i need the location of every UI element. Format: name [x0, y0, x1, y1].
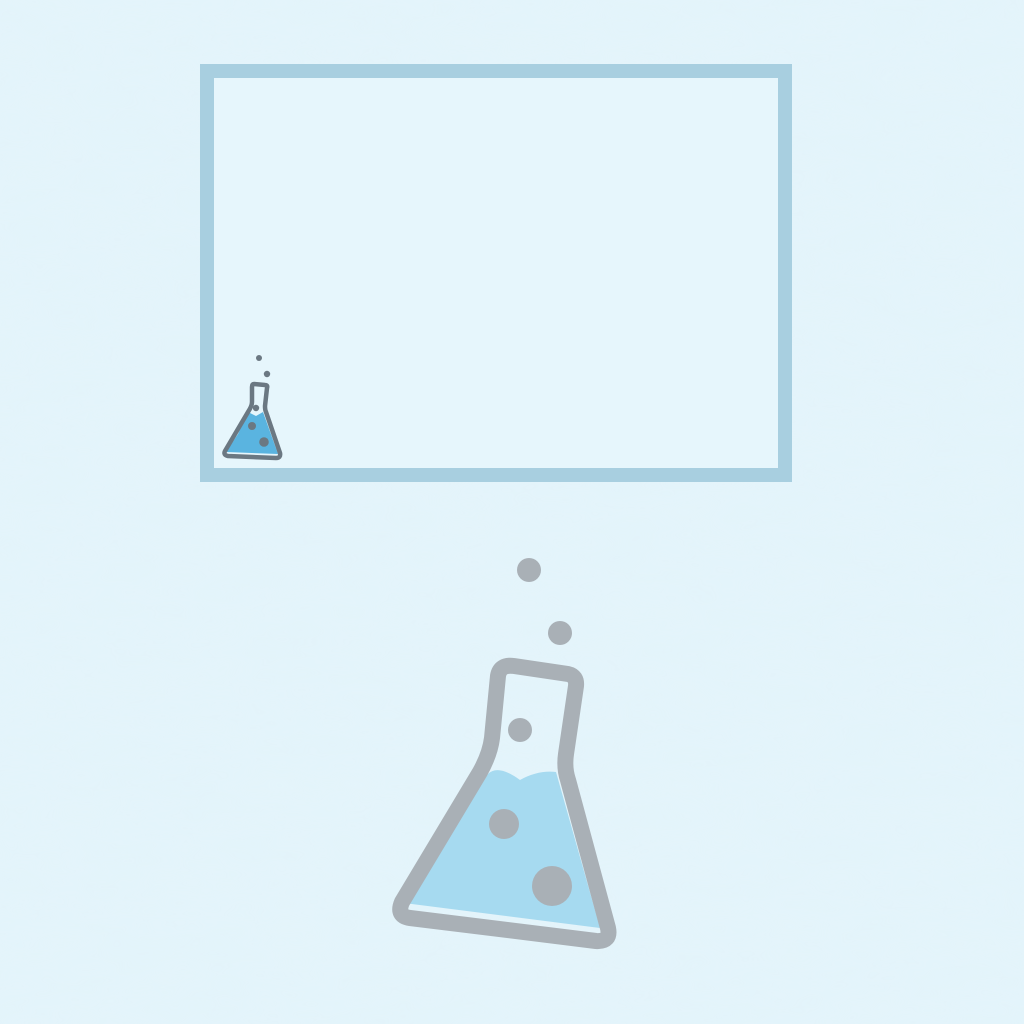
small-flask-bubble-3	[259, 437, 269, 447]
small-bubble-mid	[263, 370, 271, 378]
large-flask-bubble-3	[532, 866, 572, 906]
large-flask-bubble-2	[489, 809, 519, 839]
small-flask-bubble-2	[248, 422, 256, 430]
large-flask-icon	[392, 558, 617, 950]
large-flask-outline	[392, 657, 617, 950]
large-flask-bubble-1	[508, 718, 532, 742]
large-bubble-mid	[548, 621, 572, 645]
large-bubble-top	[517, 558, 541, 582]
small-flask-bubble-1	[252, 404, 260, 412]
small-flask-icon	[222, 355, 283, 461]
empty-frame-panel	[200, 64, 792, 482]
small-flask-outline	[222, 381, 283, 461]
small-bubble-top	[256, 355, 262, 361]
